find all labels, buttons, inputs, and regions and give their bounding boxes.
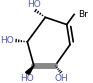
Text: HO: HO: [27, 0, 41, 9]
Text: OH: OH: [55, 74, 69, 83]
Polygon shape: [25, 66, 34, 75]
Text: Br: Br: [78, 10, 88, 19]
Text: HO: HO: [20, 74, 34, 83]
Text: HO: HO: [0, 36, 14, 45]
